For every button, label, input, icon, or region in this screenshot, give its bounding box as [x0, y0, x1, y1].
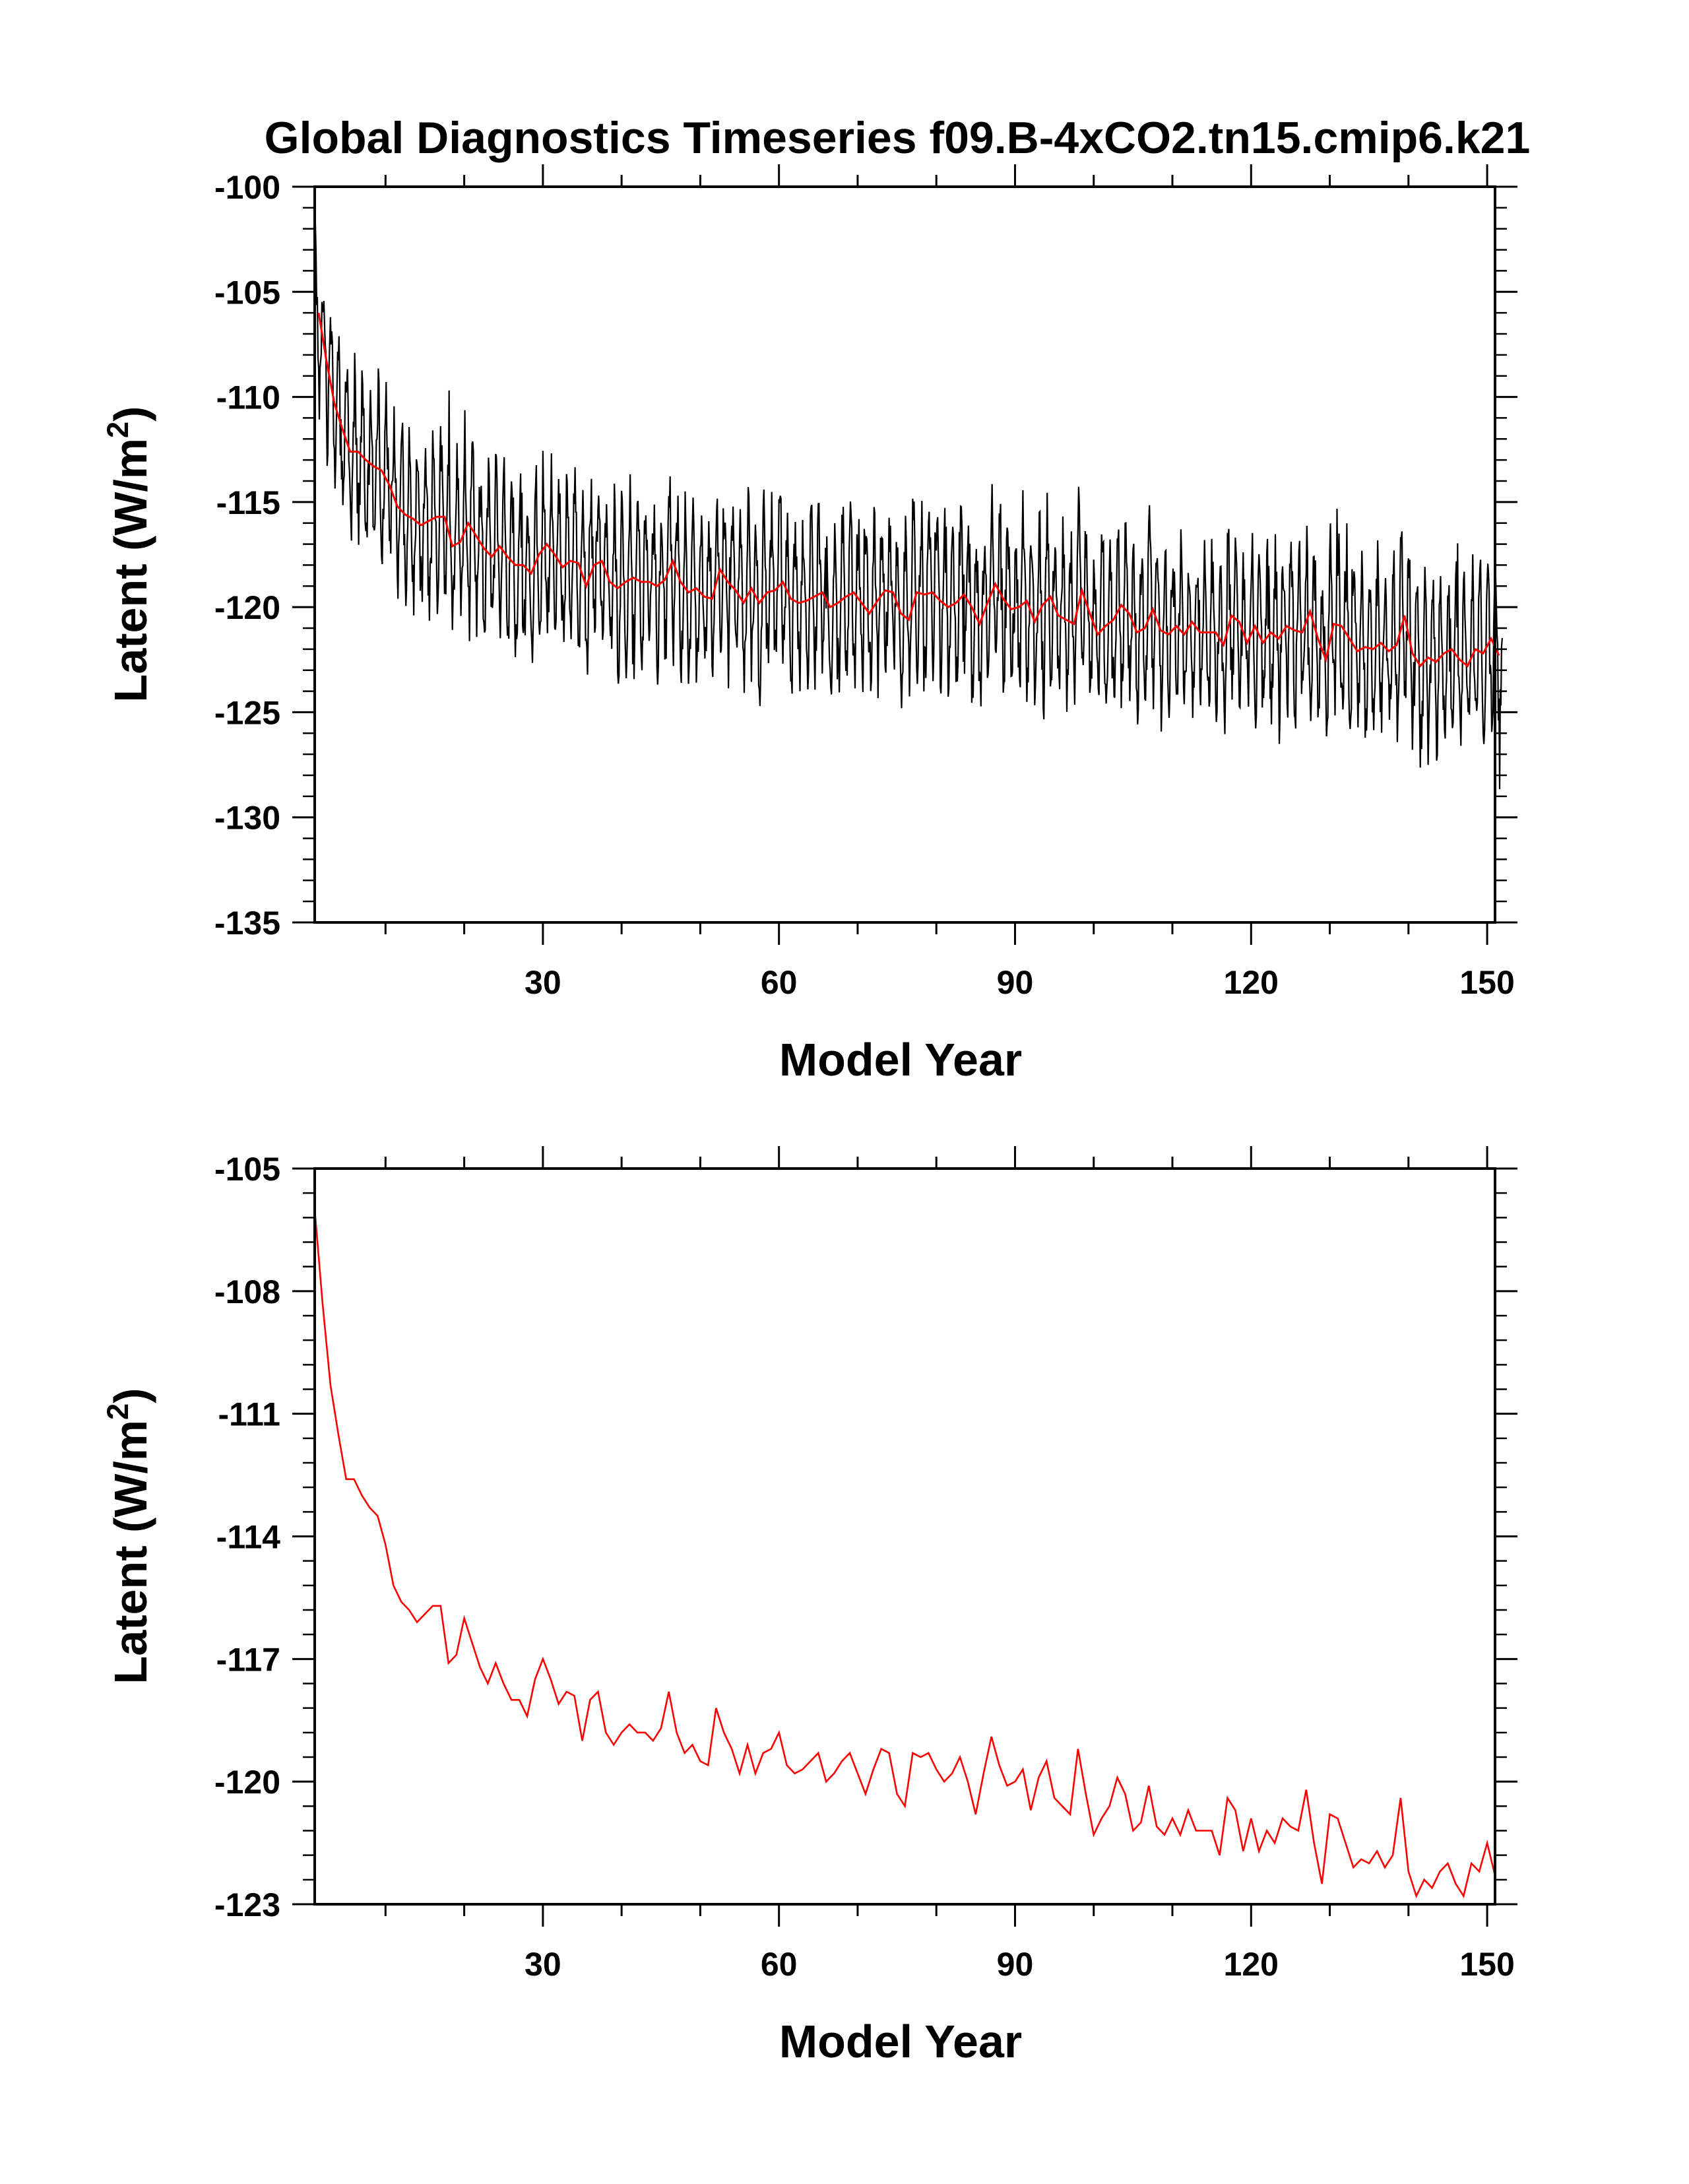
bottom-y-tick-label: -111 [218, 1396, 280, 1433]
top-x-axis-label: Model Year [779, 1034, 1022, 1085]
bottom-y-tick-label: -123 [214, 1886, 280, 1923]
top-plot-area [313, 224, 1503, 790]
bottom-x-tick-label: 90 [997, 1946, 1034, 1983]
top-y-tick-label: -130 [214, 800, 280, 837]
top-x-tick-label: 120 [1224, 964, 1279, 1001]
bottom-annual-latent-line [313, 1209, 1496, 1899]
top-plot-frame [313, 185, 1496, 924]
top-y-tick-label: -100 [214, 169, 280, 206]
top-annual-latent-line [317, 312, 1500, 668]
bottom-y-tick-label: -117 [216, 1641, 280, 1678]
bottom-panel: 30 60 90 120 150 -105 -108 -111 -114 -117 -120 -123… [101, 1146, 1517, 2067]
bottom-ticks: 30 60 90 120 150 -105 -108 -111 -114 -117 -120 -123 [214, 1146, 1517, 1983]
top-x-tick-label: 150 [1459, 964, 1514, 1001]
bottom-plot-area [313, 1209, 1496, 1899]
bottom-x-tick-label: 60 [761, 1946, 798, 1983]
bottom-y-tick-label: -120 [214, 1764, 280, 1801]
bottom-x-tick-label: 150 [1459, 1946, 1514, 1983]
top-y-axis-label: Latent (W/m2) [101, 406, 156, 703]
figure-title: Global Diagnostics Timeseries f09.B-4xCO… [265, 113, 1531, 163]
bottom-y-axis-label: Latent (W/m2) [101, 1388, 156, 1685]
top-x-tick-label: 60 [761, 964, 798, 1001]
bottom-x-tick-label: 120 [1224, 1946, 1279, 1983]
top-y-tick-label: -135 [214, 905, 280, 942]
bottom-y-tick-label: -108 [214, 1273, 280, 1310]
top-ticks: 30 60 90 120 150 -100 -105 -110 -115 -120 -125 -130… [214, 164, 1517, 1001]
bottom-x-axis-label: Model Year [779, 2016, 1022, 2067]
top-x-tick-label: 30 [525, 964, 561, 1001]
top-x-tick-label: 90 [997, 964, 1034, 1001]
top-y-tick-label: -115 [216, 484, 280, 521]
top-y-tick-label: -125 [214, 694, 280, 731]
top-y-tick-label: -110 [216, 379, 280, 416]
bottom-y-tick-label: -105 [214, 1151, 280, 1188]
bottom-plot-frame [313, 1167, 1496, 1906]
top-y-tick-label: -105 [214, 274, 280, 311]
monthly-latent-line [313, 224, 1503, 790]
bottom-y-tick-label: -114 [216, 1519, 281, 1556]
top-y-tick-label: -120 [214, 589, 280, 626]
top-panel: 30 60 90 120 150 -100 -105 -110 -115 -120 -125 -130… [101, 164, 1517, 1085]
bottom-x-tick-label: 30 [525, 1946, 561, 1983]
